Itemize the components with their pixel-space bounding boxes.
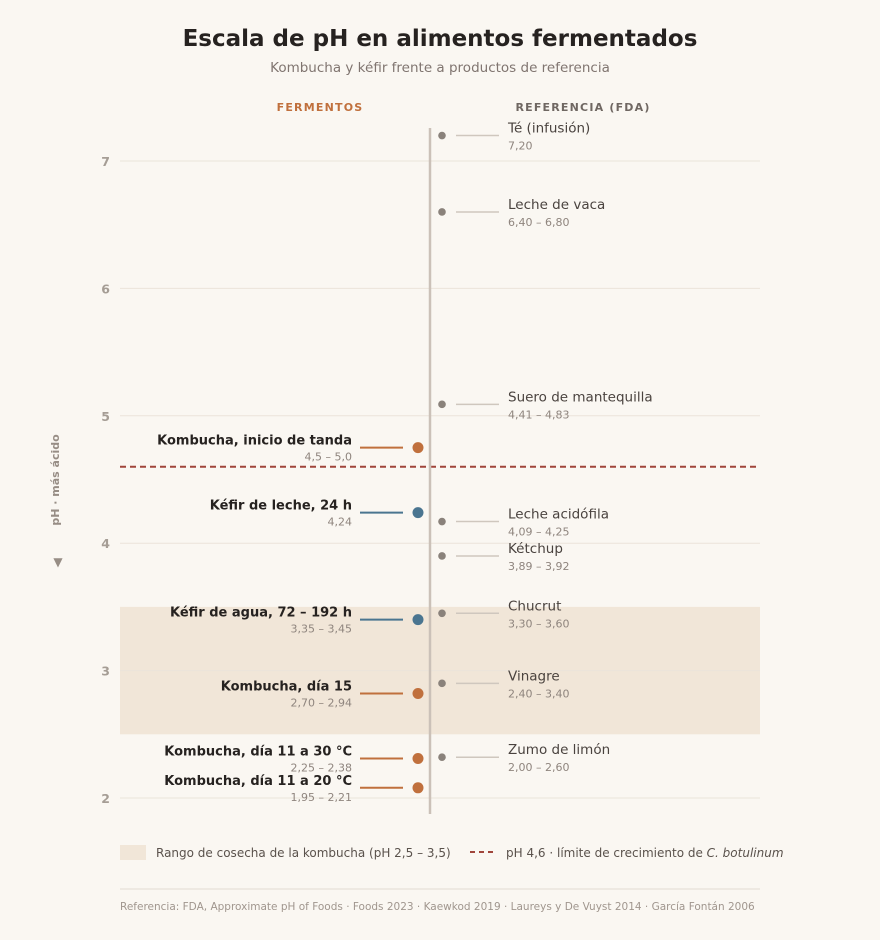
fermented-point xyxy=(412,688,424,700)
reference-item: Leche acidófila 4,09 – 4,25 xyxy=(438,507,609,539)
down-arrow-icon: ▼ xyxy=(53,555,63,569)
reference-item: Té (infusión) 7,20 xyxy=(438,121,590,153)
fermented-point xyxy=(412,782,424,794)
legend-line-label-prefix: pH 4,6 · límite de crecimiento de xyxy=(506,846,707,860)
reference-range: 2,00 – 2,60 xyxy=(508,761,569,774)
reference-point xyxy=(438,609,446,618)
fermented-item: Kombucha, día 11 a 30 °C 2,25 – 2,38 xyxy=(164,745,424,775)
chart-title: Escala de pH en alimentos fermentados xyxy=(183,26,698,52)
legend-line-label: pH 4,6 · límite de crecimiento de C. bot… xyxy=(506,846,784,860)
reference-point xyxy=(438,517,446,526)
fermented-item: Kéfir de agua, 72 – 192 h 3,35 – 3,45 xyxy=(170,606,424,636)
reference-point xyxy=(438,753,446,762)
reference-range: 3,89 – 3,92 xyxy=(508,560,569,573)
fermented-range: 2,25 – 2,38 xyxy=(291,762,352,775)
legend-band-swatch xyxy=(120,845,146,860)
fermented-point xyxy=(412,442,424,454)
reference-range: 4,41 – 4,83 xyxy=(508,408,569,421)
reference-point xyxy=(438,208,446,216)
reference-point xyxy=(438,131,446,140)
fermented-range: 4,24 xyxy=(328,516,353,529)
source-note: Referencia: FDA, Approximate pH of Foods… xyxy=(120,901,755,913)
fermented-point xyxy=(412,507,424,519)
y-tick-label: 2 xyxy=(101,791,110,806)
y-tick-label: 6 xyxy=(101,281,110,296)
fermented-name: Kombucha, día 11 a 30 °C xyxy=(164,745,352,760)
fermented-name: Kombucha, día 11 a 20 °C xyxy=(164,774,352,789)
fermented-range: 3,35 – 3,45 xyxy=(291,623,352,636)
fermented-name: Kéfir de leche, 24 h xyxy=(210,499,352,514)
y-axis-label: pH · más ácido xyxy=(49,434,62,526)
reference-name: Leche de vaca xyxy=(508,197,605,213)
fermented-point xyxy=(412,614,424,626)
chart-subtitle: Kombucha y kéfir frente a productos de r… xyxy=(270,60,610,76)
fermented-item: Kombucha, día 11 a 20 °C 1,95 – 2,21 xyxy=(164,774,424,804)
fermented-column-header: FERMENTOS xyxy=(277,101,364,114)
reference-item: Leche de vaca 6,40 – 6,80 xyxy=(438,197,605,229)
fermented-range: 2,70 – 2,94 xyxy=(291,697,352,710)
y-tick-label: 4 xyxy=(101,536,110,551)
reference-name: Té (infusión) xyxy=(507,121,590,137)
reference-item: Suero de mantequilla 4,41 – 4,83 xyxy=(438,389,653,421)
fermented-range: 4,5 – 5,0 xyxy=(305,451,352,464)
fermented-name: Kéfir de agua, 72 – 192 h xyxy=(170,606,352,621)
reference-item: Chucrut 3,30 – 3,60 xyxy=(438,598,569,630)
reference-name: Leche acidófila xyxy=(508,507,609,523)
fermented-name: Kombucha, día 15 xyxy=(221,680,352,695)
reference-item: Kétchup 3,89 – 3,92 xyxy=(438,541,569,573)
reference-range: 2,40 – 3,40 xyxy=(508,687,569,700)
reference-range: 3,30 – 3,60 xyxy=(508,617,569,630)
fermented-item: Kéfir de leche, 24 h 4,24 xyxy=(210,499,424,529)
fermented-item: Kombucha, inicio de tanda 4,5 – 5,0 xyxy=(157,434,424,464)
reference-point xyxy=(438,552,446,560)
legend-band-label: Rango de cosecha de la kombucha (pH 2,5 … xyxy=(156,846,451,860)
fermented-point xyxy=(412,753,424,765)
reference-name: Suero de mantequilla xyxy=(508,389,653,405)
fermented-item: Kombucha, día 15 2,70 – 2,94 xyxy=(221,680,424,710)
reference-range: 4,09 – 4,25 xyxy=(508,526,569,539)
reference-item: Vinagre 2,40 – 3,40 xyxy=(438,668,569,700)
y-tick-label: 3 xyxy=(101,664,110,679)
reference-point xyxy=(438,400,446,409)
reference-range: 6,40 – 6,80 xyxy=(508,216,569,229)
y-tick-label: 5 xyxy=(101,409,110,424)
reference-name: Chucrut xyxy=(508,598,561,614)
legend-line-label-species: C. botulinum xyxy=(707,846,784,860)
reference-point xyxy=(438,679,446,688)
reference-range: 7,20 xyxy=(508,140,533,153)
reference-name: Zumo de limón xyxy=(508,742,610,758)
reference-column-header: REFERENCIA (FDA) xyxy=(515,101,650,114)
reference-name: Kétchup xyxy=(508,541,563,557)
y-tick-label: 7 xyxy=(101,154,110,169)
fermented-name: Kombucha, inicio de tanda xyxy=(157,434,352,449)
reference-name: Vinagre xyxy=(508,668,560,684)
fermented-range: 1,95 – 2,21 xyxy=(291,791,352,804)
reference-item: Zumo de limón 2,00 – 2,60 xyxy=(438,742,610,774)
